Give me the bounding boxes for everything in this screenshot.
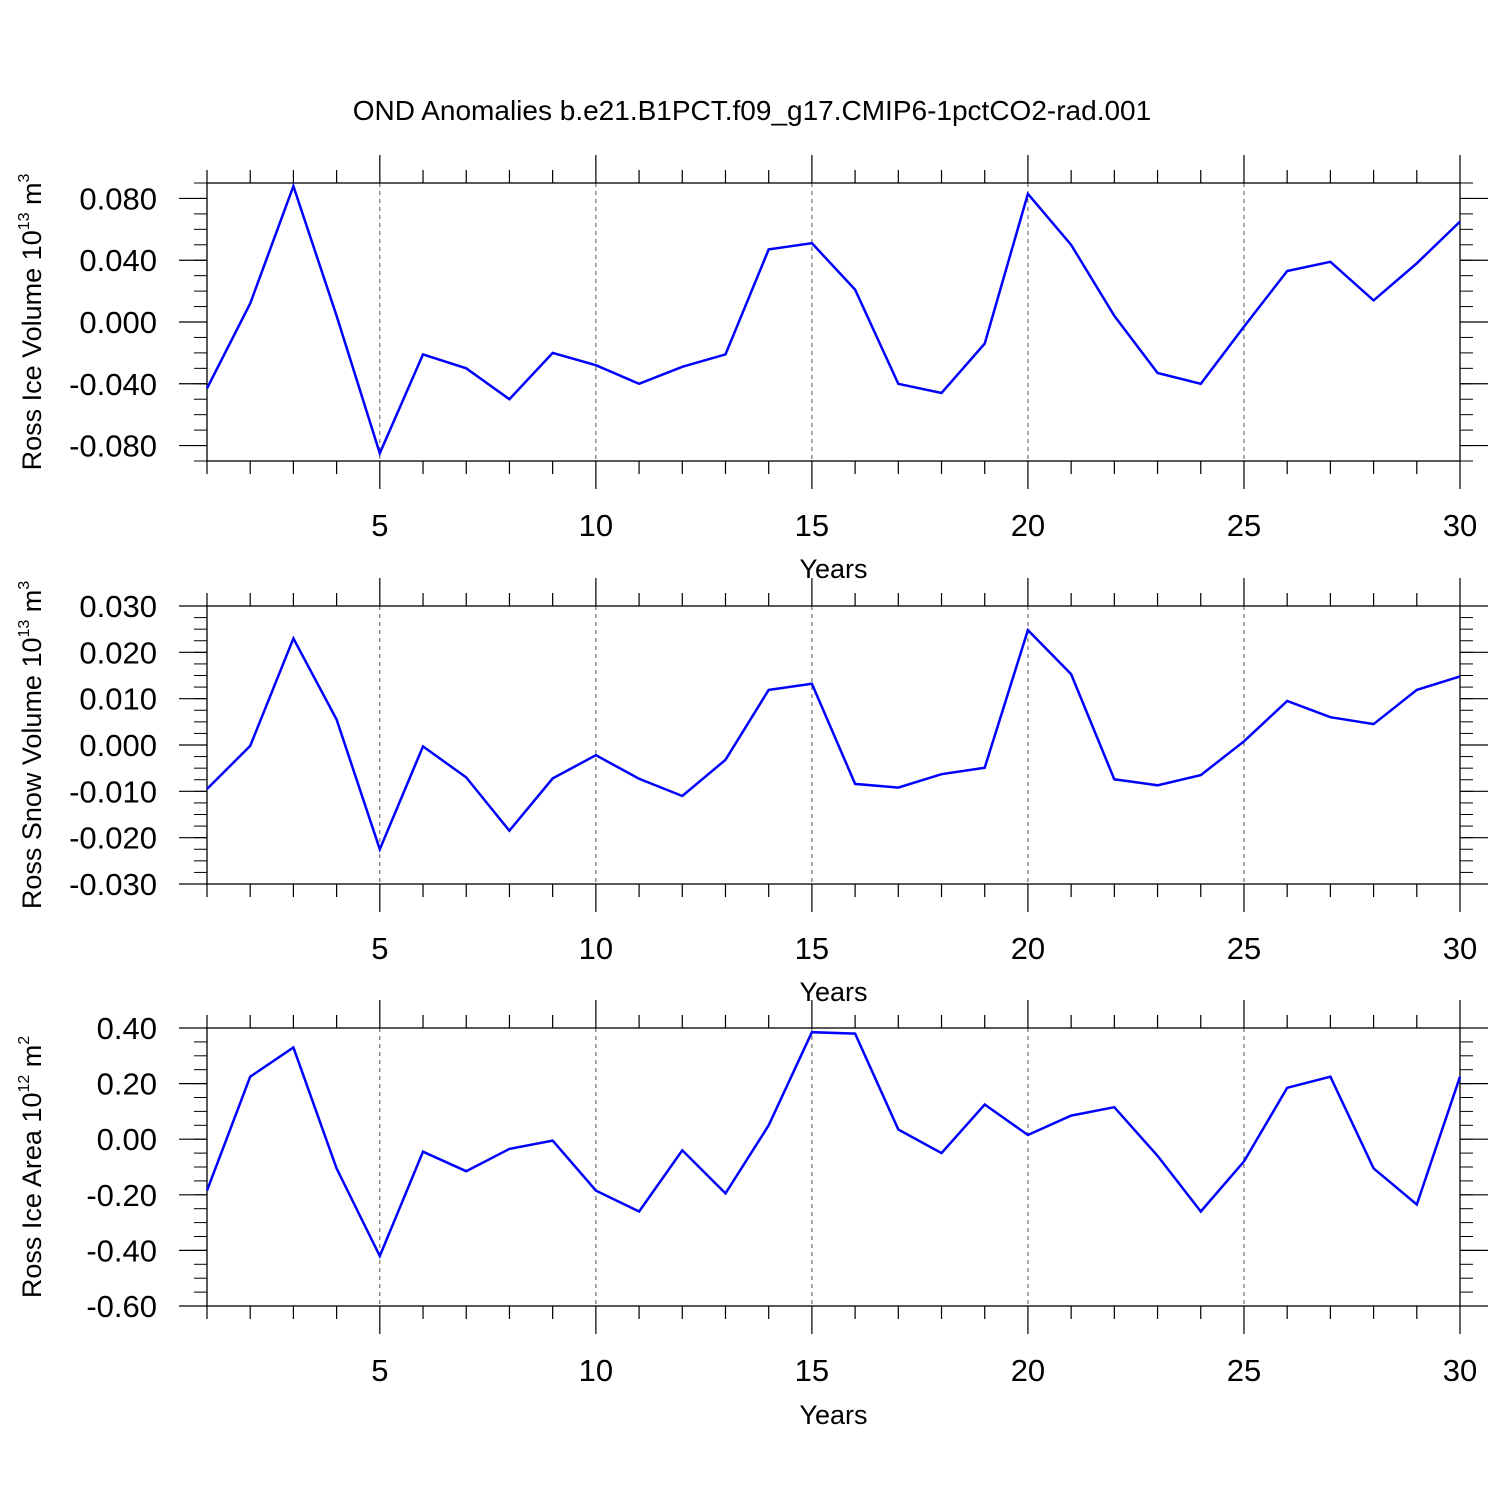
x-tick-label: 25 <box>1227 508 1261 543</box>
x-tick-label: 15 <box>795 931 829 966</box>
x-tick-label: 30 <box>1443 1353 1477 1388</box>
x-axis-label: Years <box>799 977 867 1007</box>
x-tick-label: 30 <box>1443 931 1477 966</box>
x-axis-label: Years <box>799 554 867 584</box>
x-tick-label: 5 <box>371 931 388 966</box>
y-tick-label: 0.030 <box>79 589 157 624</box>
chart-title: OND Anomalies b.e21.B1PCT.f09_g17.CMIP6-… <box>353 95 1151 126</box>
y-tick-label: 0.000 <box>79 728 157 763</box>
y-tick-label: -0.080 <box>69 429 157 464</box>
y-tick-label: -0.020 <box>69 821 157 856</box>
series-line <box>205 182 1461 457</box>
y-tick-label: -0.20 <box>86 1178 157 1213</box>
x-tick-label: 15 <box>795 1353 829 1388</box>
x-tick-label: 25 <box>1227 1353 1261 1388</box>
y-axis-label-text: Ross Snow Volume 10 <box>17 638 47 910</box>
x-tick-label: 10 <box>579 1353 613 1388</box>
chart-panel-1: -0.080 -0.040 0.000 0.040 0.080 5 10 15 20 25 30 Ye… <box>16 155 1488 584</box>
y-tick-label: 0.20 <box>97 1067 157 1102</box>
y-tick-label: 0.000 <box>79 305 157 340</box>
y-axis-label-exponent: 13 <box>16 212 33 230</box>
y-axis-label-text: Ross Ice Volume 10 <box>17 230 47 470</box>
y-axis-label-unit: m <box>17 590 47 620</box>
y-axis-label: Ross Ice Area 1012 m2 <box>16 1036 47 1298</box>
y-axis-label: Ross Ice Volume 1013 m3 <box>16 173 47 470</box>
y-axis-label-unit-exponent: 2 <box>16 1036 33 1045</box>
y-tick-label: -0.60 <box>86 1289 157 1324</box>
x-tick-label: 25 <box>1227 931 1261 966</box>
y-tick-label: 0.010 <box>79 682 157 717</box>
y-axis-label-unit: m <box>17 182 47 212</box>
y-axis-label-unit-exponent: 3 <box>16 581 33 590</box>
y-tick-label: 0.020 <box>79 635 157 670</box>
x-tick-label: 5 <box>371 508 388 543</box>
x-tick-label: 15 <box>795 508 829 543</box>
y-tick-label: -0.40 <box>86 1233 157 1268</box>
x-tick-label: 20 <box>1011 508 1045 543</box>
y-tick-label: 0.080 <box>79 181 157 216</box>
chart-panel-2: -0.030 -0.020 -0.010 0.000 0.010 0.020 0.030 5 1… <box>16 578 1488 1007</box>
plot-frame <box>206 1027 1461 1307</box>
x-tick-label: 5 <box>371 1353 388 1388</box>
y-axis-label-unit-exponent: 3 <box>16 173 33 182</box>
y-axis-label-unit: m <box>17 1045 47 1075</box>
x-tick-label: 30 <box>1443 508 1477 543</box>
y-tick-label: 0.040 <box>79 243 157 278</box>
x-axis-label: Years <box>799 1400 867 1430</box>
plot-frame <box>206 605 1461 885</box>
y-axis-label-exponent: 12 <box>16 1075 33 1093</box>
y-tick-label: -0.040 <box>69 367 157 402</box>
x-tick-label: 20 <box>1011 1353 1045 1388</box>
y-tick-label: -0.030 <box>69 867 157 902</box>
series-line <box>206 627 1461 853</box>
y-axis-label: Ross Snow Volume 1013 m3 <box>16 581 47 909</box>
y-axis-label-exponent: 13 <box>16 620 33 638</box>
x-tick-label: 20 <box>1011 931 1045 966</box>
x-tick-label: 10 <box>579 931 613 966</box>
y-tick-label: 0.40 <box>97 1011 157 1046</box>
chart-panel-3: -0.60 -0.40 -0.20 0.00 0.20 0.40 5 10 15 20 25 30 Ye… <box>16 1000 1488 1430</box>
x-tick-label: 10 <box>579 508 613 543</box>
y-axis-label-text: Ross Ice Area 10 <box>17 1093 47 1299</box>
series-line <box>205 1030 1462 1260</box>
y-tick-label: -0.010 <box>69 774 157 809</box>
y-tick-label: 0.00 <box>97 1122 157 1157</box>
